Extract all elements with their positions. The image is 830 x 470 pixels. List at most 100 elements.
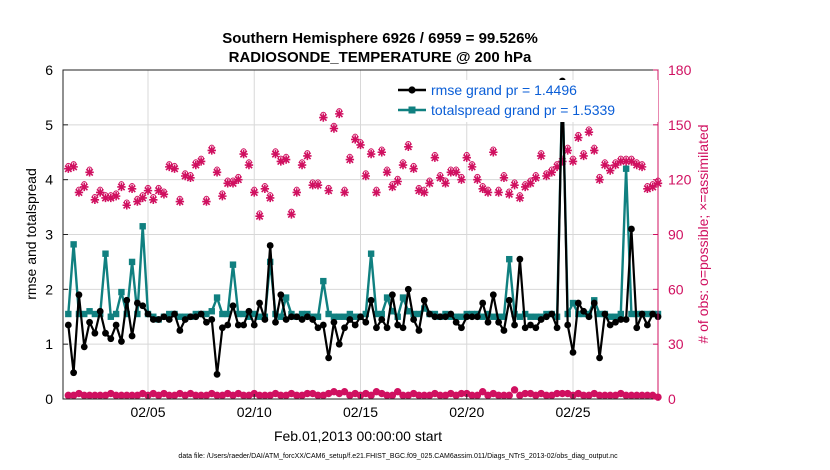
obs-assimilated-marker <box>85 168 94 177</box>
rmse-point <box>250 321 258 329</box>
spread-point <box>213 294 221 301</box>
obs-assimilated-marker <box>547 168 556 177</box>
spread-point <box>65 310 72 318</box>
obs-assimilated-marker <box>250 188 259 197</box>
legend-rmse-label: rmse grand pr = 1.4496 <box>431 82 577 98</box>
rmse-point <box>218 324 226 332</box>
rmse-point <box>378 316 386 323</box>
rmse-point <box>553 324 561 332</box>
spread-point <box>251 310 258 318</box>
spread-point <box>224 310 231 318</box>
obs-assimilated-marker <box>637 162 647 172</box>
x-tick-label: 02/20 <box>449 404 484 420</box>
rmse-point <box>362 318 370 326</box>
obs-count-series <box>64 108 663 401</box>
spread-point <box>484 310 492 318</box>
spread-point <box>314 313 322 320</box>
y-axis-left: 0 1 2 3 4 5 6 <box>45 62 68 407</box>
rmse-point <box>367 296 375 304</box>
rmse-point <box>458 324 465 332</box>
spread-point <box>373 310 380 318</box>
rmse-point <box>335 340 343 348</box>
rmse-point <box>606 321 614 329</box>
rmse-point <box>303 313 311 321</box>
spread-point <box>112 310 120 318</box>
rmse-point <box>394 321 402 329</box>
y-left-tick-label: 4 <box>45 172 53 188</box>
obs-assimilated-marker <box>515 193 525 203</box>
obs-assimilated-marker <box>228 179 238 188</box>
obs-assimilated-marker <box>526 179 535 188</box>
spread-point <box>219 310 226 318</box>
rmse-point <box>277 291 285 299</box>
rmse-point <box>638 310 646 318</box>
obs-assimilated-marker <box>420 188 429 197</box>
obs-bottom-marker <box>478 387 487 396</box>
rmse-point <box>266 242 274 249</box>
rmse-point <box>495 318 503 326</box>
obs-bottom-marker <box>393 387 402 396</box>
x-tick-label: 02/05 <box>130 404 165 420</box>
obs-assimilated-marker <box>446 168 456 177</box>
obs-assimilated-marker <box>202 197 211 206</box>
obs-assimilated-marker <box>335 109 344 119</box>
rmse-point <box>500 327 508 334</box>
y-axis-right: 0 30 60 90 120 150 180 <box>653 62 692 407</box>
spread-point <box>506 255 513 263</box>
rmse-point <box>80 343 88 351</box>
rmse-point <box>293 313 301 321</box>
obs-assimilated-marker <box>605 166 615 175</box>
rmse-point <box>564 321 572 329</box>
rmse-point <box>261 316 269 323</box>
obs-assimilated-marker <box>165 162 174 172</box>
rmse-point <box>617 316 625 323</box>
rmse-point <box>410 316 418 323</box>
rmse-point <box>633 324 641 332</box>
x-axis-label: Feb.01,2013 00:00:00 start <box>274 428 442 444</box>
obs-assimilated-marker <box>457 175 466 184</box>
obs-bottom-marker <box>340 387 349 396</box>
obs-assimilated-marker <box>74 188 84 197</box>
obs-assimilated-marker <box>435 173 445 183</box>
obs-assimilated-marker <box>111 191 121 201</box>
spread-point <box>399 294 407 301</box>
obs-assimilated-marker <box>558 157 567 166</box>
rmse-point <box>415 327 423 334</box>
obs-assimilated-marker <box>510 180 519 190</box>
rmse-point <box>505 296 513 304</box>
spread-point <box>277 313 285 320</box>
rmse-point <box>341 324 348 332</box>
spread-point <box>569 299 577 307</box>
rmse-point <box>601 310 609 318</box>
spread-point <box>229 261 237 268</box>
obs-assimilated-marker <box>643 184 652 194</box>
obs-assimilated-marker <box>223 179 232 188</box>
rmse-point <box>399 324 407 332</box>
spread-point <box>134 310 141 318</box>
spread-point <box>479 313 486 320</box>
obs-assimilated-marker <box>133 197 142 206</box>
rmse-point <box>197 310 205 318</box>
spread-point <box>622 165 630 172</box>
spread-point <box>75 310 83 318</box>
obs-assimilated-marker <box>340 188 349 197</box>
rmse-point <box>213 370 221 378</box>
obs-assimilated-marker <box>324 186 333 195</box>
obs-assimilated-marker <box>297 160 307 170</box>
obs-assimilated-marker <box>584 127 594 137</box>
obs-assimilated-marker <box>478 184 487 194</box>
spread-point <box>320 277 327 285</box>
obs-assimilated-marker <box>648 182 657 192</box>
rmse-point <box>622 316 630 323</box>
obs-bottom-marker <box>510 386 519 394</box>
spread-point <box>256 313 263 320</box>
obs-assimilated-marker <box>632 160 641 170</box>
spread-point <box>330 313 338 320</box>
spread-point <box>415 310 423 318</box>
spread-point <box>118 288 125 296</box>
rmse-point <box>516 255 524 263</box>
spread-point <box>596 310 603 318</box>
rmse-point <box>245 307 253 315</box>
rmse-point <box>256 299 263 307</box>
